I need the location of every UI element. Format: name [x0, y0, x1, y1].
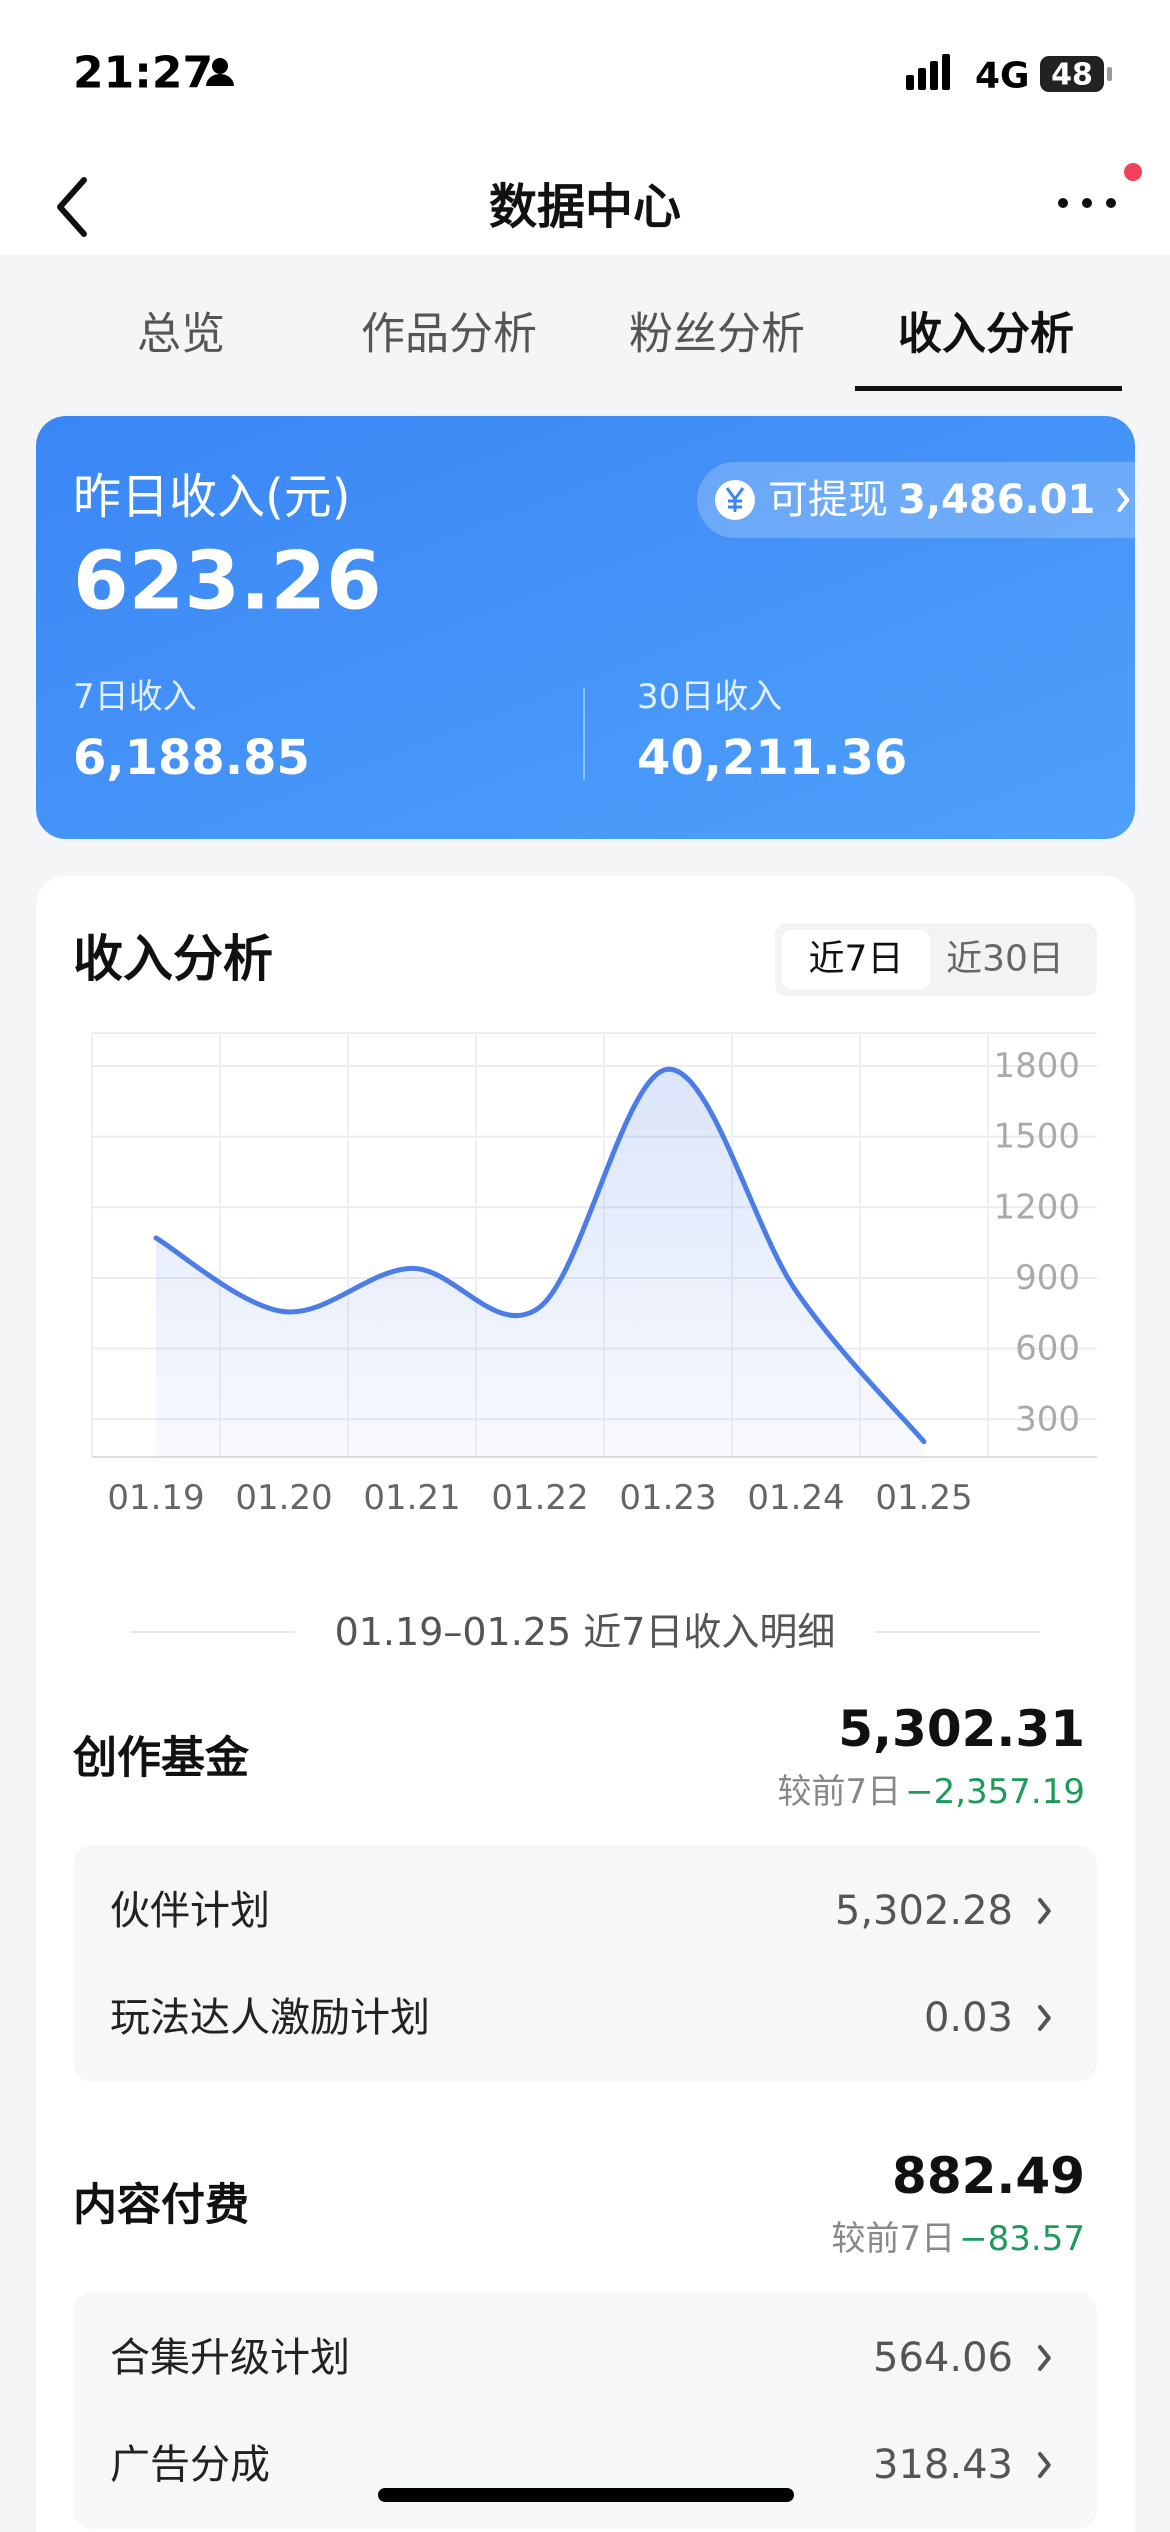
y-tick-label: 600: [1015, 1329, 1080, 1369]
withdraw-pill[interactable]: 可提现 3,486.01: [697, 462, 1170, 538]
summary-title: 昨日收入(元): [73, 469, 350, 525]
line-area: [156, 1069, 924, 1457]
x-tick-label: 01.23: [619, 1478, 716, 1518]
signal-bar: [906, 75, 914, 90]
section-total: 882.49: [892, 2147, 1085, 2205]
detail-row[interactable]: 伙伴计划 5,302.28: [110, 1888, 1051, 1934]
item-value: 318.43: [873, 2442, 1013, 2488]
stat-label: 30日收入: [637, 677, 782, 717]
summary-value: 623.26: [73, 535, 382, 628]
range-selected: [782, 930, 930, 989]
item-name: 伙伴计划: [110, 1888, 270, 1934]
chevron-icon: [1117, 488, 1130, 512]
y-tick-label: 900: [1015, 1258, 1080, 1298]
item-name: 广告分成: [110, 2442, 270, 2488]
compare-label: 较前7日: [777, 1772, 901, 1812]
tab-underline: [855, 386, 1122, 391]
battery-body: [1040, 56, 1104, 92]
y-tick-label: 1800: [993, 1046, 1080, 1086]
tab[interactable]: 收入分析: [898, 309, 1074, 360]
home-indicator: [378, 2488, 794, 2502]
section-box: [73, 1845, 1097, 2082]
chevron-icon: [1038, 2345, 1051, 2371]
compare-label: 较前7日: [832, 2219, 956, 2259]
back-icon: [57, 177, 87, 237]
x-tick-label: 01.25: [875, 1478, 972, 1518]
summary-card: [36, 416, 1135, 839]
x-tick-label: 01.21: [363, 1478, 460, 1518]
person-icon: [206, 74, 234, 86]
more-dot: [1082, 198, 1092, 208]
stat-value: 40,211.36: [637, 730, 907, 786]
item-value: 5,302.28: [835, 1888, 1013, 1934]
y-tick-label: 1500: [993, 1117, 1080, 1157]
y-tick-label: 1200: [993, 1187, 1080, 1227]
status-time: 21:27: [73, 48, 213, 99]
item-value: 564.06: [873, 2335, 1013, 2381]
signal-bar: [942, 54, 950, 90]
y-tick-label: 300: [1015, 1399, 1080, 1439]
item-name: 合集升级计划: [110, 2335, 350, 2381]
chevron-icon: [1038, 2005, 1051, 2031]
stat-label: 7日收入: [73, 677, 197, 717]
x-tick-label: 01.19: [107, 1478, 204, 1518]
person-icon: [212, 58, 228, 74]
chevron-icon: [1038, 2452, 1051, 2478]
notification-dot: [1124, 163, 1142, 181]
compare-value: −83.57: [959, 2219, 1085, 2259]
withdraw-value: 3,486.01: [898, 477, 1095, 523]
detail-title: 01.19–01.25 近7日收入明细: [335, 1610, 836, 1654]
signal-bar: [918, 68, 926, 90]
header-bg: [0, 0, 1170, 255]
signal-bar: [930, 61, 938, 90]
x-tick-label: 01.24: [747, 1478, 844, 1518]
analysis-title: 收入分析: [73, 930, 273, 988]
chevron-icon: [1038, 1898, 1051, 1924]
yen-icon: [725, 487, 745, 512]
item-name: 玩法达人激励计划: [110, 1995, 430, 2041]
more-dot: [1058, 198, 1068, 208]
section-name: 内容付费: [73, 2180, 249, 2231]
detail-row[interactable]: 合集升级计划 564.06: [110, 2335, 1051, 2381]
tab[interactable]: 总览: [137, 309, 225, 360]
network-label: 4G: [975, 56, 1030, 97]
stat-value: 6,188.85: [73, 730, 310, 786]
detail-row[interactable]: 玩法达人激励计划 0.03: [110, 1995, 1051, 2041]
withdraw-label: 可提现: [768, 477, 888, 523]
x-tick-label: 01.20: [235, 1478, 332, 1518]
battery-tip: [1107, 67, 1112, 81]
pill-bg: [697, 462, 1135, 538]
section-name: 创作基金: [73, 1733, 250, 1784]
section-total: 5,302.31: [838, 1700, 1085, 1758]
section-box: [73, 2292, 1097, 2529]
range-option[interactable]: 近30日: [946, 939, 1064, 980]
detail-row[interactable]: 广告分成 318.43: [110, 2442, 1051, 2488]
more-button[interactable]: [1058, 198, 1116, 208]
battery-level: 48: [1051, 58, 1093, 93]
line-series: [153, 1066, 927, 1445]
compare-value: −2,357.19: [905, 1772, 1085, 1812]
range-option[interactable]: 近7日: [809, 939, 904, 980]
nav-title: 数据中心: [489, 179, 681, 235]
tab[interactable]: 粉丝分析: [629, 309, 805, 360]
back-button[interactable]: [57, 177, 87, 237]
more-dot: [1106, 198, 1116, 208]
tab[interactable]: 作品分析: [361, 309, 537, 360]
item-value: 0.03: [924, 1995, 1013, 2041]
x-tick-label: 01.22: [491, 1478, 588, 1518]
